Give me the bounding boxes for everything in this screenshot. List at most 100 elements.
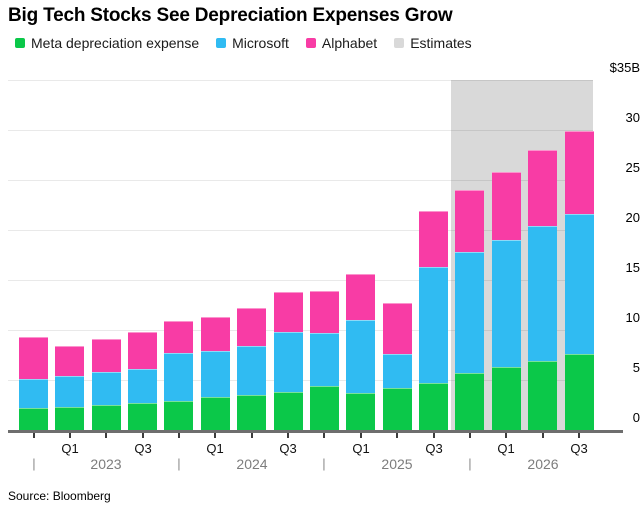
bar-segment-meta-Q4-2024 — [310, 386, 339, 430]
x-label-q1: Q1 — [497, 441, 515, 456]
bar-segment-alphabet-Q4-2023 — [164, 321, 193, 353]
bar-segment-alphabet-Q3-2026 — [565, 131, 594, 214]
y-axis-label: 10 — [625, 310, 640, 325]
x-tick — [33, 433, 35, 438]
legend-label-microsoft: Microsoft — [232, 35, 289, 51]
estimates-swatch-icon — [394, 38, 405, 48]
y-axis-label: 15 — [625, 260, 640, 275]
year-label-2026: 2026 — [527, 456, 559, 472]
bar-segment-microsoft-Q3-2023 — [128, 369, 157, 403]
bar-segment-microsoft-Q4-2025 — [455, 252, 484, 373]
bar-segment-alphabet-Q1-2025 — [346, 274, 375, 320]
x-tick — [323, 433, 325, 438]
bar-segment-meta-Q4-2023 — [164, 401, 193, 430]
bar-segment-alphabet-Q4-2024 — [310, 291, 339, 333]
x-tick — [69, 433, 71, 438]
bar-segment-alphabet-Q1-2023 — [55, 346, 84, 376]
x-tick — [542, 433, 544, 438]
x-label-q1: Q1 — [352, 441, 370, 456]
bar-segment-microsoft-Q2-2024 — [237, 346, 266, 395]
x-label-q3: Q3 — [425, 441, 443, 456]
bar-segment-meta-Q3-2026 — [565, 354, 594, 430]
bar-segment-meta-Q3-2025 — [419, 383, 448, 430]
x-tick — [178, 433, 180, 438]
gridline — [8, 230, 593, 231]
bar-segment-meta-Q2-2025 — [383, 388, 412, 430]
bar-segment-microsoft-Q1-2025 — [346, 320, 375, 393]
y-axis-label: 5 — [632, 360, 640, 375]
bar-segment-microsoft-Q4-2024 — [310, 333, 339, 386]
legend-item-alphabet: Alphabet — [305, 35, 378, 51]
bar-segment-alphabet-Q2-2023 — [92, 339, 121, 372]
bar-segment-microsoft-Q4-2023 — [164, 353, 193, 401]
bar-segment-microsoft-Q3-2026 — [565, 214, 594, 354]
bar-segment-meta-Q2-2023 — [92, 405, 121, 430]
x-label-q3: Q3 — [134, 441, 152, 456]
x-label-q1: Q1 — [206, 441, 224, 456]
y-axis-label: 20 — [625, 210, 640, 225]
year-separator: | — [32, 456, 36, 471]
bar-segment-meta-Q1-2024 — [201, 397, 230, 430]
gridline — [8, 180, 593, 181]
bar-segment-microsoft-Q1-2026 — [492, 240, 521, 367]
x-tick — [251, 433, 253, 438]
year-label-2023: 2023 — [90, 456, 122, 472]
x-tick — [433, 433, 435, 438]
gridline — [8, 80, 593, 81]
bar-segment-meta-Q4-2025 — [455, 373, 484, 430]
x-tick — [142, 433, 144, 438]
gridline — [8, 130, 593, 131]
year-label-2025: 2025 — [381, 456, 413, 472]
microsoft-swatch-icon — [216, 38, 227, 48]
bar-segment-microsoft-Q2-2026 — [528, 226, 557, 361]
bar-segment-alphabet-Q2-2024 — [237, 308, 266, 346]
x-tick — [396, 433, 398, 438]
bar-segment-meta-Q3-2024 — [274, 392, 303, 430]
bar-segment-meta-Q2-2026 — [528, 361, 557, 430]
bar-segment-alphabet-Q3-2025 — [419, 211, 448, 267]
y-axis-label: 0 — [632, 410, 640, 425]
bar-segment-meta-Q1-2023 — [55, 407, 84, 430]
bar-segment-alphabet-Q4-2022 — [19, 337, 48, 379]
year-separator: | — [322, 456, 326, 471]
legend-item-meta: Meta depreciation expense — [15, 35, 199, 51]
year-separator: | — [177, 456, 181, 471]
x-label-q3: Q3 — [279, 441, 297, 456]
x-tick — [287, 433, 289, 438]
x-tick — [105, 433, 107, 438]
bar-segment-meta-Q2-2024 — [237, 395, 266, 430]
bar-segment-alphabet-Q4-2025 — [455, 190, 484, 252]
bar-segment-microsoft-Q3-2025 — [419, 267, 448, 383]
x-tick — [469, 433, 471, 438]
source-line: Source: Bloomberg — [8, 489, 111, 503]
bar-segment-microsoft-Q2-2025 — [383, 354, 412, 388]
bar-segment-microsoft-Q2-2023 — [92, 372, 121, 405]
x-label-q1: Q1 — [61, 441, 79, 456]
x-label-q3: Q3 — [570, 441, 588, 456]
bar-segment-meta-Q3-2023 — [128, 403, 157, 430]
bar-segment-alphabet-Q1-2026 — [492, 172, 521, 240]
bar-segment-meta-Q1-2026 — [492, 367, 521, 430]
bar-segment-microsoft-Q1-2023 — [55, 376, 84, 407]
bar-segment-alphabet-Q2-2026 — [528, 150, 557, 226]
alphabet-swatch-icon — [305, 38, 316, 48]
bar-segment-microsoft-Q3-2024 — [274, 332, 303, 392]
bar-segment-microsoft-Q4-2022 — [19, 379, 48, 408]
gridline — [8, 280, 593, 281]
year-separator: | — [468, 456, 472, 471]
bar-segment-alphabet-Q3-2024 — [274, 292, 303, 332]
x-tick — [360, 433, 362, 438]
meta-swatch-icon — [15, 38, 25, 48]
legend-label-alphabet: Alphabet — [321, 35, 378, 51]
x-axis-line — [8, 430, 623, 433]
x-tick — [505, 433, 507, 438]
legend-label-meta: Meta depreciation expense — [31, 35, 200, 51]
legend: Meta depreciation expense Microsoft Alph… — [15, 35, 472, 51]
bar-segment-alphabet-Q1-2024 — [201, 317, 230, 351]
x-tick — [214, 433, 216, 438]
y-axis-label: $35B — [609, 60, 640, 75]
bar-segment-microsoft-Q1-2024 — [201, 351, 230, 397]
y-axis-label: 25 — [625, 160, 640, 175]
